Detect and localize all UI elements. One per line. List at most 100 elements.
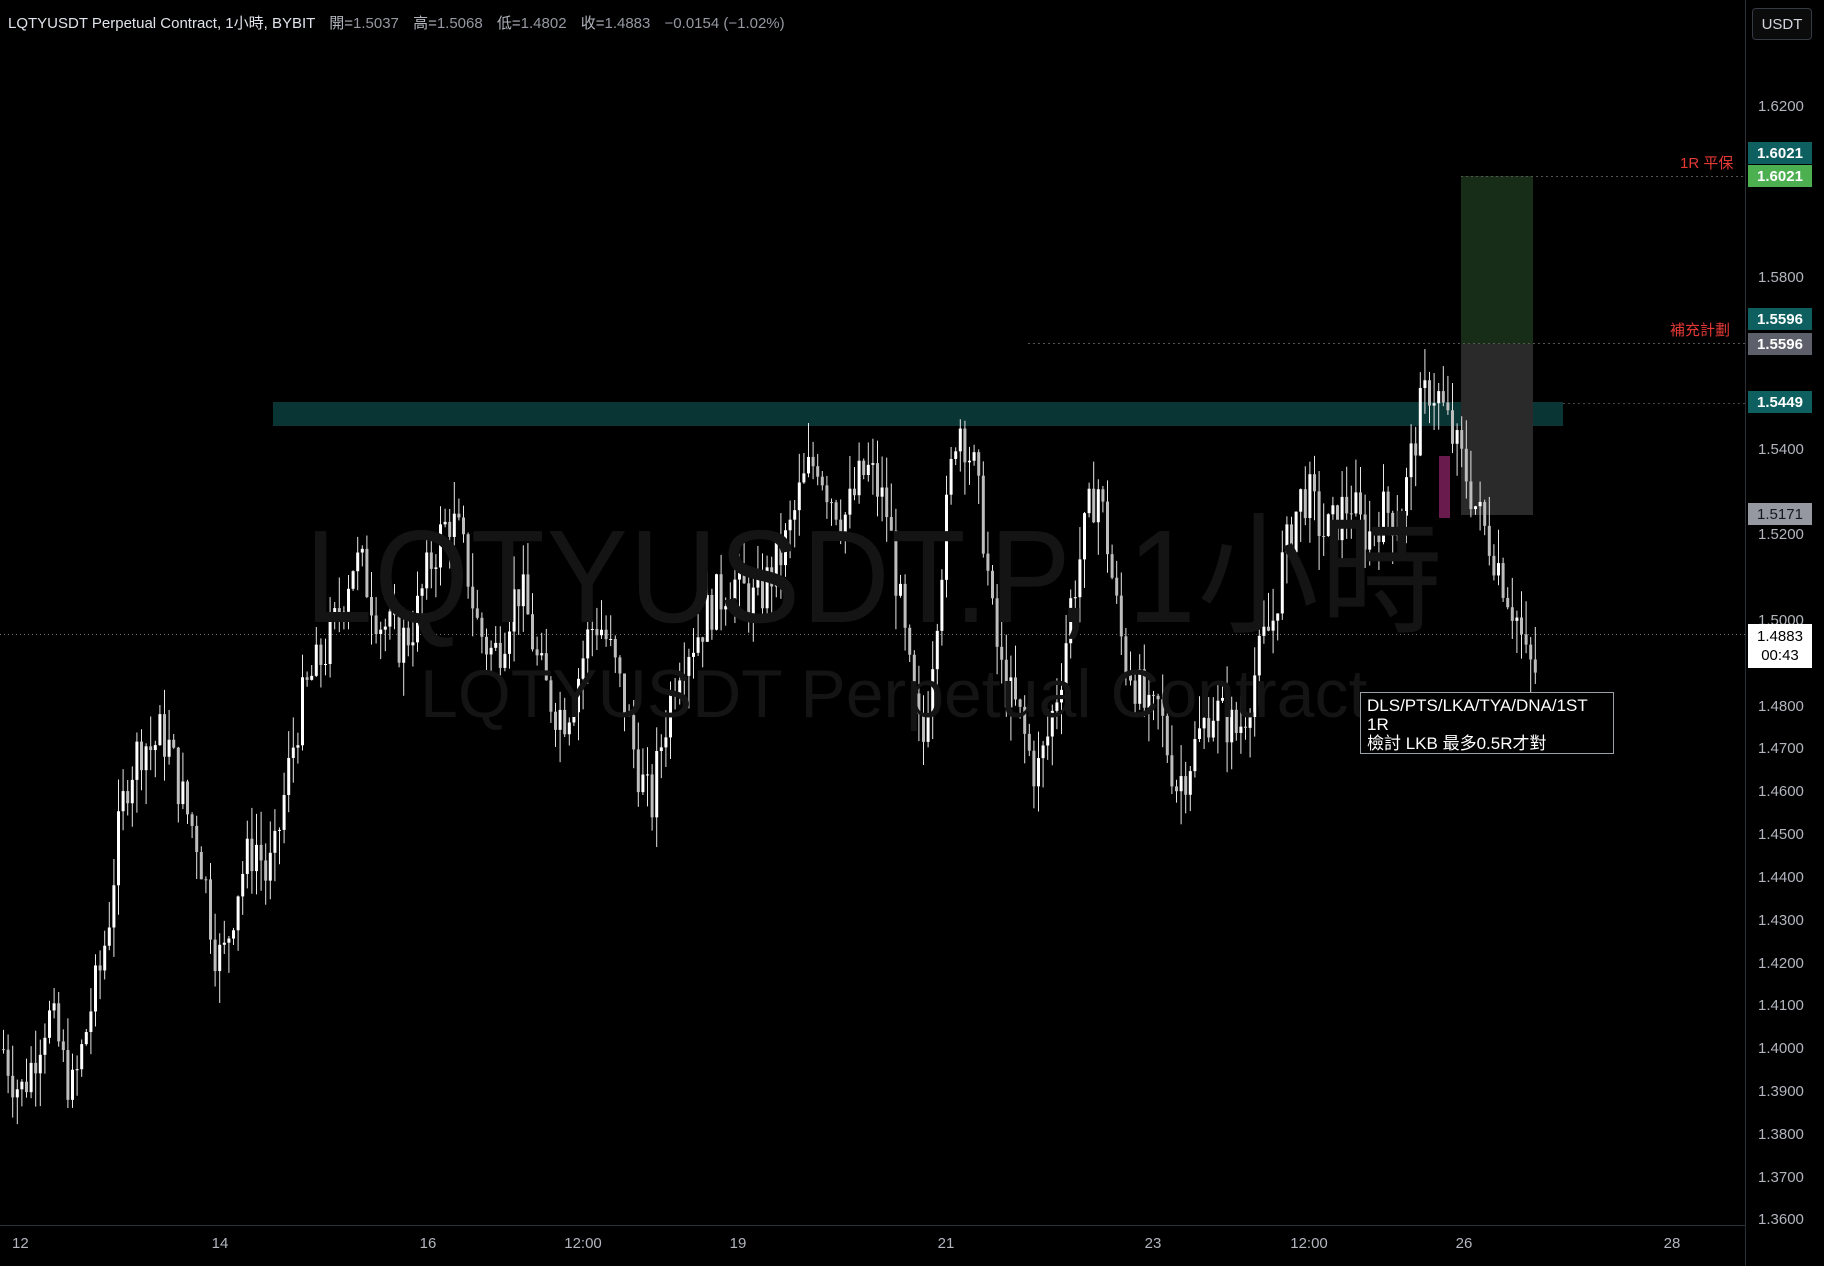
candle-body [908,627,912,655]
candle-body [1129,672,1132,681]
candle-body [1400,515,1404,528]
candle-body [770,567,774,587]
open-label: 開= [329,15,353,32]
candle-body [558,709,562,730]
candle-body [912,654,916,694]
candle-body [1096,489,1100,523]
candle-body [1515,617,1519,621]
candle-body [1119,595,1123,637]
candle-body [774,541,778,587]
candle-body [333,608,337,618]
candle-body [411,642,415,646]
resistance-zone[interactable] [273,402,1563,426]
price-tick: 1.6200 [1758,98,1804,115]
candle-body [793,510,797,520]
candle-body [627,715,631,717]
candle-body [1303,489,1307,519]
candle-body [425,552,429,589]
candle-body [669,693,672,738]
candle-body [1446,402,1450,411]
candle-body [61,1041,65,1051]
position-reward-zone[interactable] [1461,176,1533,344]
candle-body [57,1003,61,1042]
currency-button[interactable]: USDT [1752,8,1812,40]
candle-body [986,553,990,571]
candle-body [429,552,433,569]
candle-body [15,1089,19,1098]
candle-body [857,460,861,496]
candle-body [1073,597,1077,599]
target-green-tag: 1.6021 [1748,165,1812,187]
candle-body [163,714,166,757]
candle-body [71,1069,74,1100]
price-tick: 1.4600 [1758,783,1804,801]
time-tick: 23 [1144,1235,1162,1252]
candle-body [549,680,553,712]
candle-body [1253,675,1257,718]
candle-body [1428,380,1431,406]
candle-body [278,829,281,831]
candle-body [218,944,222,972]
position-risk-zone[interactable] [1461,344,1533,515]
candle-body [264,860,268,881]
candle-body [1331,505,1335,515]
candle-body [195,825,199,852]
candle-body [1110,554,1114,578]
candle-body [843,514,847,533]
candle-body [733,579,737,600]
price-tick: 1.5200 [1758,526,1804,544]
candle-body [29,1062,33,1093]
time-tick: 26 [1455,1235,1473,1252]
candle-body [554,711,557,730]
candle-body [1432,403,1436,406]
candle-body [462,517,465,535]
candle-body [236,896,240,931]
candle-body [1405,477,1408,516]
candle-body [825,485,829,503]
candle-body [880,487,884,497]
candle-body [1368,531,1372,550]
last-price-tag: 1.4883 00:43 [1748,624,1812,668]
trade-note[interactable]: DLS/PTS/LKA/TYA/DNA/1ST 1R 檢討 LKB 最多0.5R… [1360,692,1614,754]
candle-body [80,1044,84,1070]
candle-body [38,1054,42,1074]
candle-body [1520,617,1523,635]
candle-body [715,574,718,630]
candle-body [273,830,277,853]
candle-body [393,611,396,616]
candle-body [1276,613,1280,621]
candle-body [374,615,378,634]
candle-body [876,463,879,497]
candle-body [52,1003,56,1011]
candle-body [1055,702,1059,711]
candle-body [98,965,102,971]
candle-body [503,653,507,668]
candle-body [1046,736,1050,746]
candle-body [494,642,498,648]
candle-body [788,519,792,531]
candle-body [337,608,341,613]
candle-body [1267,626,1270,631]
candle-body [1009,677,1013,708]
candle-body [43,1037,47,1055]
candle-body [613,638,617,658]
candle-body [751,587,755,616]
candle-body [448,521,452,537]
candle-body [540,653,544,656]
candle-body [618,657,622,674]
symbol-title[interactable]: LQTYUSDT Perpetual Contract, 1小時, BYBIT [8,15,316,32]
candle-body [949,458,953,495]
price-tick: 1.4300 [1758,911,1804,929]
candle-body [1469,481,1473,510]
candle-body [784,530,787,566]
candle-body [227,938,231,943]
candle-body [1510,607,1514,621]
candle-body [1437,391,1441,404]
candle-body [25,1081,28,1093]
candle-body [1487,525,1491,556]
candle-body [682,675,686,681]
candle-body [1115,577,1119,596]
candle-body [636,749,640,793]
candle-body [1106,501,1109,555]
